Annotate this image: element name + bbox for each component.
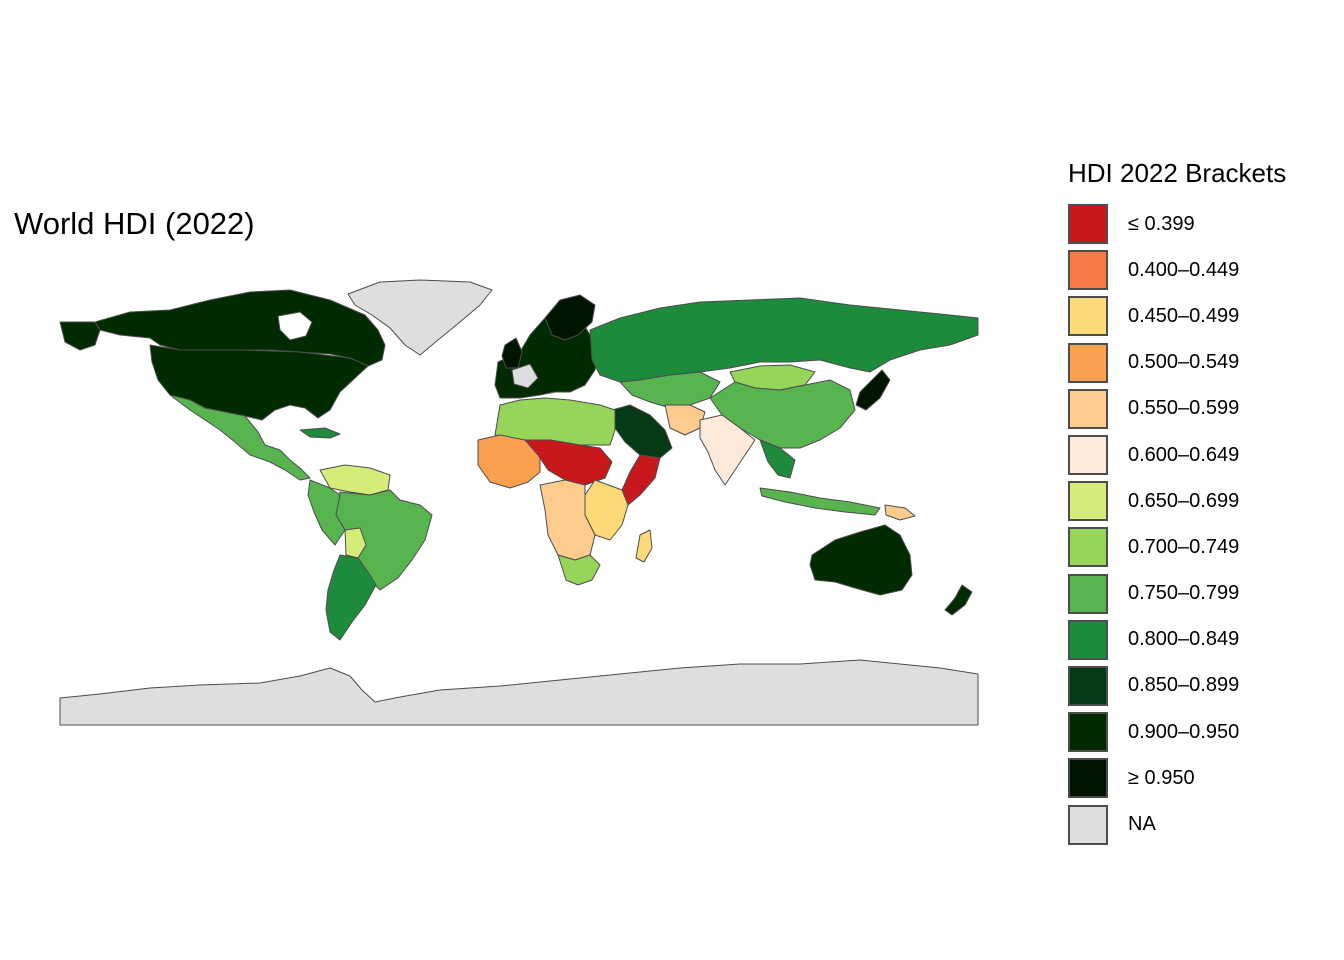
region-sahel xyxy=(524,439,613,486)
region-china xyxy=(709,379,856,449)
legend-label: 0.450–0.499 xyxy=(1128,304,1240,327)
legend-label: 0.400–0.449 xyxy=(1128,258,1240,281)
legend-item: 0.600–0.649 xyxy=(1068,432,1286,478)
legend-item: 0.750–0.799 xyxy=(1068,571,1286,617)
region-iberia-na xyxy=(511,363,539,389)
legend-label: ≥ 0.950 xyxy=(1128,766,1195,789)
legend-label: NA xyxy=(1128,813,1156,836)
legend-item: 0.850–0.899 xyxy=(1068,663,1286,709)
legend-item: 0.450–0.499 xyxy=(1068,293,1286,339)
legend-label: 0.700–0.749 xyxy=(1128,535,1240,558)
region-india xyxy=(699,414,756,486)
region-new-zealand xyxy=(944,584,973,616)
legend-label: 0.750–0.799 xyxy=(1128,582,1240,605)
region-japan xyxy=(855,369,891,411)
legend-swatch xyxy=(1068,342,1108,383)
region-indonesia xyxy=(759,487,881,516)
legend-swatch xyxy=(1068,204,1108,245)
legend-swatch xyxy=(1068,712,1108,753)
legend-swatch xyxy=(1068,758,1108,799)
legend-label: 0.850–0.899 xyxy=(1128,674,1240,697)
legend-item: 0.500–0.549 xyxy=(1068,340,1286,386)
legend-swatch xyxy=(1068,435,1108,476)
region-argentina xyxy=(325,554,377,641)
legend-item: 0.550–0.599 xyxy=(1068,386,1286,432)
legend-item: 0.900–0.950 xyxy=(1068,709,1286,755)
region-madagascar xyxy=(635,529,653,563)
legend-label: 0.650–0.699 xyxy=(1128,489,1240,512)
legend-label: 0.550–0.599 xyxy=(1128,397,1240,420)
region-saudi-arabia xyxy=(611,404,673,459)
legend-item: ≤ 0.399 xyxy=(1068,201,1286,247)
legend-label: ≤ 0.399 xyxy=(1128,212,1195,235)
legend-label: 0.500–0.549 xyxy=(1128,351,1240,374)
region-horn-of-africa xyxy=(621,454,661,506)
region-iran-afghanistan xyxy=(664,404,706,436)
legend-swatch xyxy=(1068,481,1108,522)
legend-item: 0.700–0.749 xyxy=(1068,524,1286,570)
region-bolivia xyxy=(344,527,367,559)
legend-item: 0.400–0.449 xyxy=(1068,247,1286,293)
region-southern-africa xyxy=(557,554,601,586)
region-scandinavia xyxy=(544,294,596,341)
legend-swatch xyxy=(1068,250,1108,291)
legend-swatch xyxy=(1068,296,1108,337)
legend-swatch xyxy=(1068,573,1108,614)
region-caribbean xyxy=(299,427,341,439)
legend-swatch xyxy=(1068,619,1108,660)
region-southeast-asia xyxy=(759,439,796,479)
region-alaska xyxy=(59,321,101,351)
region-antarctica xyxy=(59,659,979,726)
region-usa xyxy=(149,344,369,421)
region-australia xyxy=(809,524,913,596)
region-uk xyxy=(501,337,523,369)
hudson-bay xyxy=(277,311,313,341)
legend-label: 0.900–0.950 xyxy=(1128,720,1240,743)
legend-swatch xyxy=(1068,665,1108,706)
legend-swatch xyxy=(1068,527,1108,568)
region-andes xyxy=(307,479,346,546)
region-greenland xyxy=(347,279,493,356)
region-mexico xyxy=(169,394,311,481)
region-papua-new-guinea xyxy=(884,504,916,521)
map-title: World HDI (2022) xyxy=(14,206,255,241)
legend: HDI 2022 Brackets ≤ 0.399 0.400–0.449 0.45… xyxy=(1068,158,1286,848)
legend-item: ≥ 0.950 xyxy=(1068,755,1286,801)
legend-swatch xyxy=(1068,388,1108,429)
legend-label: 0.600–0.649 xyxy=(1128,443,1240,466)
legend-item: 0.650–0.699 xyxy=(1068,478,1286,524)
legend-title: HDI 2022 Brackets xyxy=(1068,158,1287,188)
legend-label: 0.800–0.849 xyxy=(1128,628,1240,651)
legend-item: 0.800–0.849 xyxy=(1068,617,1286,663)
legend-swatch xyxy=(1068,804,1108,845)
region-west-africa xyxy=(477,434,541,489)
legend-item: NA xyxy=(1068,801,1286,847)
